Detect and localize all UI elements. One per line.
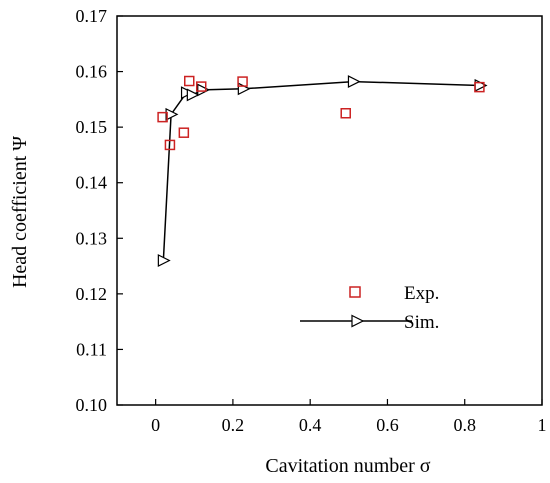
y-tick-label: 0.12 (76, 284, 108, 304)
x-tick-label: 0 (151, 415, 160, 435)
plot-frame (116, 15, 543, 406)
exp-point (184, 75, 195, 87)
legend-exp-label: Exp. (404, 283, 439, 304)
exp-point (164, 139, 176, 151)
sim-point (197, 83, 211, 97)
y-tick-label: 0.13 (76, 228, 108, 248)
legend-sim-marker (351, 314, 365, 328)
x-axis-title: Cavitation number σ (265, 455, 430, 477)
y-tick-label: 0.17 (76, 6, 108, 26)
exp-point (474, 81, 485, 93)
sim-point (157, 254, 171, 267)
exp-point (178, 127, 190, 138)
legend-exp-marker (349, 286, 361, 298)
y-tick-label: 0.16 (76, 62, 108, 82)
exp-point (157, 111, 168, 123)
sim-line (162, 80, 481, 261)
sim-point (347, 75, 361, 89)
sim-point (165, 107, 179, 121)
x-tick-label: 0.2 (222, 415, 245, 435)
legend: Exp. Sim. (300, 283, 439, 333)
exp-point (237, 76, 248, 87)
y-tick-label: 0.11 (76, 339, 107, 359)
y-tick-label: 0.14 (76, 173, 108, 193)
y-tick-label: 0.15 (76, 117, 108, 137)
ticks: 0 0.2 0.4 0.6 0.8 1 0.10 0.11 0.12 0.13 0.14 0.15 0.… (76, 6, 547, 435)
x-tick-label: 1 (538, 415, 547, 435)
x-tick-label: 0.6 (376, 415, 399, 435)
y-axis-title: Head coefficient Ψ (9, 136, 31, 288)
exp-point (195, 81, 207, 92)
legend-sim-label: Sim. (404, 312, 439, 333)
exp-point (340, 108, 351, 119)
x-tick-label: 0.8 (453, 415, 476, 435)
sim-series (157, 75, 488, 267)
y-tick-label: 0.10 (76, 395, 108, 415)
sim-point (186, 88, 200, 102)
x-tick-label: 0.4 (299, 415, 322, 435)
exp-series (157, 75, 485, 151)
